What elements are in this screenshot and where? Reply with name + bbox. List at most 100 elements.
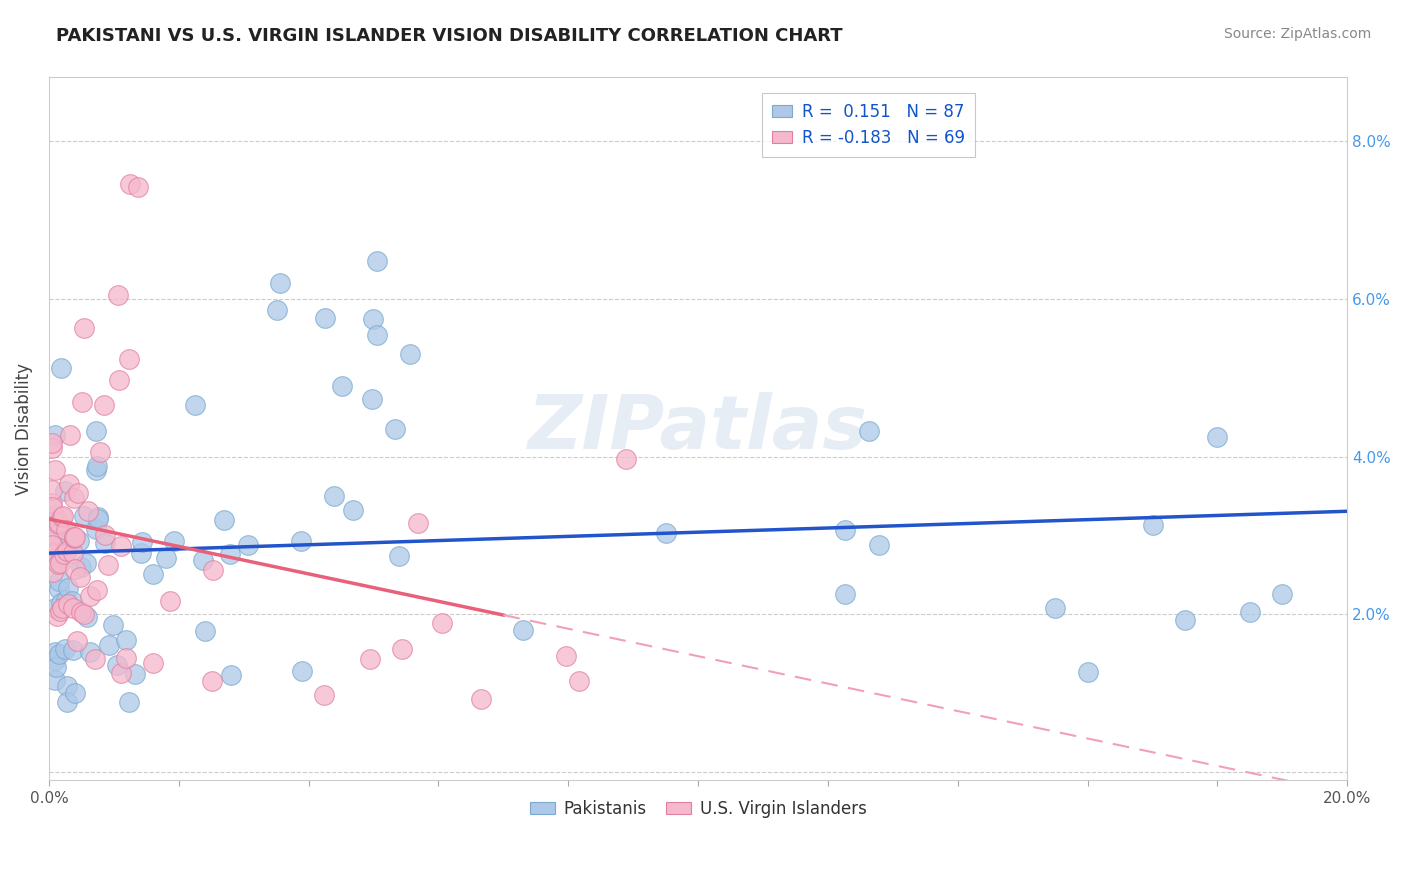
Point [56,695,79,709]
Point [1043,601,1066,615]
Point [76,504,98,518]
Point [114,650,136,665]
Point [55,642,77,657]
Point [41,442,63,456]
Point [45,552,67,566]
Point [399,347,422,361]
Point [73,607,96,621]
Point [44,673,66,688]
Point [1206,430,1229,444]
Point [75,556,97,570]
Point [330,378,353,392]
Point [470,691,492,706]
Point [159,593,181,607]
Point [84,463,107,477]
Point [59,428,82,442]
Point [41,538,63,552]
Point [84,522,107,536]
Point [105,657,128,672]
Point [41,539,63,553]
Point [118,351,141,366]
Point [115,632,138,647]
Point [655,526,678,541]
Point [73,509,96,524]
Point [384,422,406,436]
Point [93,397,115,411]
Text: Source: ZipAtlas.com: Source: ZipAtlas.com [1223,27,1371,41]
Point [194,624,217,638]
Point [131,535,153,549]
Point [361,392,384,406]
Point [107,288,129,302]
Point [44,463,66,477]
Point [555,648,578,663]
Point [79,645,101,659]
Point [202,563,225,577]
Point [155,551,177,566]
Point [406,516,429,531]
Point [94,536,117,550]
Point [236,538,259,552]
Point [62,546,84,560]
Point [219,667,242,681]
Point [42,566,65,580]
Point [129,545,152,559]
Point [48,574,70,589]
Point [51,510,73,524]
Point [51,600,73,615]
Point [46,516,69,531]
Point [142,566,165,581]
Point [62,601,84,615]
Point [55,523,77,537]
Point [1174,613,1197,627]
Point [366,328,388,343]
Point [69,570,91,584]
Point [44,514,66,528]
Point [614,451,637,466]
Point [62,491,84,505]
Point [56,598,79,612]
Point [53,483,76,498]
Point [44,508,66,522]
Point [49,556,72,570]
Point [44,645,66,659]
Point [124,666,146,681]
Point [66,486,89,500]
Point [41,529,63,543]
Point [1239,605,1261,619]
Point [108,373,131,387]
Point [63,531,86,545]
Point [391,641,413,656]
Point [142,657,165,671]
Point [84,652,107,666]
Point [868,538,890,552]
Point [45,608,67,623]
Point [366,254,388,268]
Point [361,312,384,326]
Point [49,596,72,610]
Point [858,424,880,438]
Point [53,547,76,561]
Point [58,537,80,551]
Point [58,529,80,543]
Point [97,638,120,652]
Point [63,562,86,576]
Point [41,483,63,497]
Point [67,533,90,548]
Point [118,695,141,709]
Point [45,659,67,673]
Point [56,581,79,595]
Point [193,553,215,567]
Point [63,530,86,544]
Point [1271,587,1294,601]
Point [41,500,63,514]
Point [183,398,205,412]
Point [63,686,86,700]
Point [1142,517,1164,532]
Point [430,615,453,630]
Point [52,508,75,523]
Point [120,177,142,191]
Point [55,544,77,558]
Point [162,533,184,548]
Point [44,601,66,615]
